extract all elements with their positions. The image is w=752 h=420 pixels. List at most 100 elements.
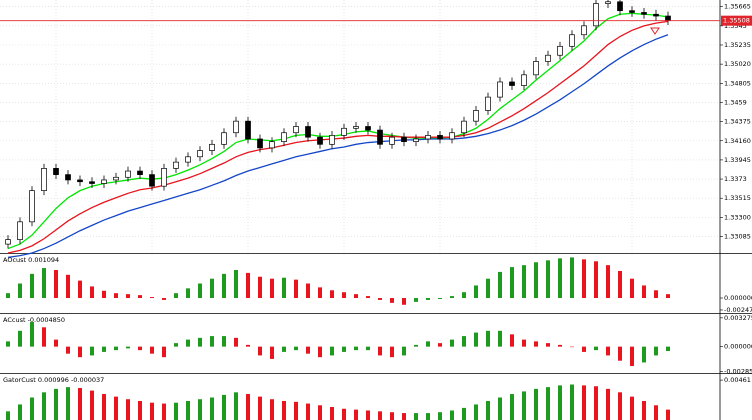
histogram-bar <box>42 392 46 420</box>
histogram-bar <box>570 384 574 420</box>
histogram-bar <box>354 294 358 299</box>
histogram-bar <box>666 409 670 420</box>
candle-body <box>113 176 119 181</box>
histogram-bar <box>450 296 454 299</box>
histogram-bar <box>462 292 466 299</box>
histogram-bar <box>438 412 442 420</box>
candle-body <box>389 136 395 145</box>
histogram-bar <box>522 391 526 420</box>
histogram-bar <box>366 296 370 299</box>
histogram-bar <box>234 337 238 347</box>
histogram-bar <box>354 346 358 351</box>
histogram-bar <box>126 294 130 299</box>
histogram-bar <box>78 280 82 299</box>
histogram-bar <box>462 336 466 347</box>
candle-body <box>473 110 479 122</box>
y-tick-label: 0.000000 <box>724 294 752 302</box>
histogram-bar <box>186 400 190 420</box>
histogram-bar <box>498 397 502 420</box>
candle-body <box>437 135 443 140</box>
histogram-bar <box>330 407 334 420</box>
histogram-bar <box>174 402 178 420</box>
histogram-bar <box>90 346 94 356</box>
candle-body <box>533 61 539 76</box>
y-tick-label: 1.33300 <box>724 213 751 221</box>
histogram-bar <box>630 346 634 366</box>
histogram-bar <box>258 276 262 299</box>
candle-body <box>221 132 227 145</box>
y-tick-label: 1.33085 <box>724 233 751 241</box>
histogram-bar <box>138 346 142 351</box>
histogram-bar <box>510 394 514 420</box>
candle-body <box>41 168 47 191</box>
y-tick-label: 1.33945 <box>724 156 751 164</box>
y-tick-label: 1.34375 <box>724 118 751 126</box>
histogram-bar <box>198 337 202 347</box>
histogram-bar <box>282 277 286 299</box>
histogram-bar <box>558 258 562 299</box>
histogram-bar <box>102 346 106 352</box>
histogram-bar <box>558 385 562 420</box>
histogram-bar <box>150 402 154 420</box>
histogram-bar <box>390 298 394 303</box>
histogram-bar <box>546 387 550 420</box>
histogram-bar <box>330 290 334 299</box>
histogram-bar <box>270 346 274 359</box>
histogram-bar <box>630 278 634 299</box>
histogram-bar <box>66 387 70 420</box>
histogram-bar <box>642 346 646 363</box>
histogram-bar <box>174 343 178 347</box>
histogram-bar <box>42 268 46 299</box>
histogram-bar <box>654 290 658 299</box>
candle-body <box>413 138 419 142</box>
histogram-bar <box>306 346 310 354</box>
histogram-bar <box>630 396 634 420</box>
histogram-bar <box>138 400 142 420</box>
candle-body <box>665 15 671 21</box>
candle-body <box>149 174 155 187</box>
candle-body <box>233 120 239 134</box>
histogram-bar <box>162 403 166 420</box>
candle-body <box>53 168 59 175</box>
histogram-bar <box>606 265 610 299</box>
histogram-bar <box>462 407 466 420</box>
candle-body <box>545 54 551 62</box>
candle-body <box>569 34 575 47</box>
candle-body <box>641 12 647 15</box>
histogram-bar <box>654 346 658 356</box>
candle-body <box>629 10 635 13</box>
histogram-bar <box>666 294 670 299</box>
histogram-bar <box>294 401 298 420</box>
histogram-bar <box>582 259 586 299</box>
histogram-bar <box>546 260 550 299</box>
histogram-bar <box>210 336 214 347</box>
histogram-bar <box>342 346 346 352</box>
histogram-bar <box>246 394 250 420</box>
histogram-bar <box>342 408 346 420</box>
candle-body <box>137 170 143 175</box>
histogram-bar <box>282 400 286 420</box>
histogram-bar <box>114 293 118 299</box>
candle-body <box>653 13 659 17</box>
candle-body <box>77 179 83 183</box>
candle-body <box>485 96 491 111</box>
histogram-bar <box>222 394 226 420</box>
candle-body <box>365 126 371 131</box>
candle-body <box>581 25 587 36</box>
histogram-bar <box>402 346 406 356</box>
histogram-bar <box>378 346 382 356</box>
histogram-bar <box>114 346 118 351</box>
histogram-bar <box>474 285 478 299</box>
histogram-bar <box>330 346 334 356</box>
histogram-bar <box>510 267 514 299</box>
candle-body <box>89 181 95 184</box>
histogram-bar <box>18 330 22 347</box>
candle-body <box>461 120 467 134</box>
histogram-bar <box>162 298 166 300</box>
y-tick-label: 0.0032754 <box>724 314 752 322</box>
y-tick-label: 1.35020 <box>724 60 751 68</box>
histogram-bar <box>270 278 274 299</box>
histogram-bar <box>582 385 586 420</box>
histogram-bar <box>102 290 106 299</box>
